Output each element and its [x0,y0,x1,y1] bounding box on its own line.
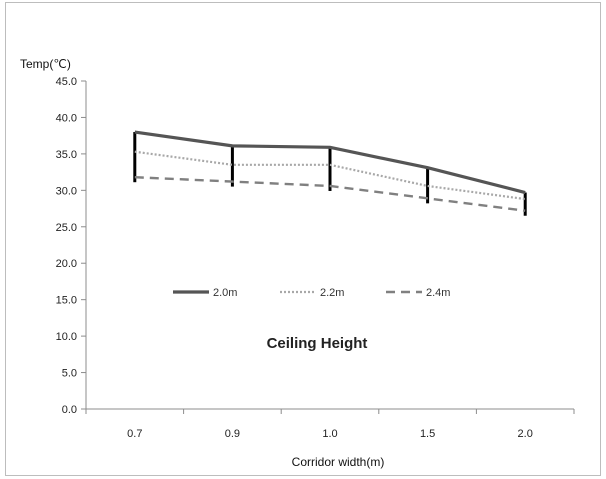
series-line-2-2m [134,150,526,201]
y-tick-label: 10.0 [56,331,77,343]
y-ticks-group: 0.0 5.0 10.0 15.0 20.0 25.0 30.0 35.0 40.0 45.0 [56,76,86,416]
legend-label: 2.4m [426,287,450,299]
y-tick-label: 5.0 [62,368,77,380]
series-lines-group [134,130,526,212]
legend-label: 2.2m [320,287,344,299]
y-tick-label: 15.0 [56,295,77,307]
y-tick-label: 40.0 [56,112,77,124]
legend-label: 2.0m [213,287,237,299]
y-tick-label: 35.0 [56,149,77,161]
x-tick-label: 2.0 [518,428,533,440]
ceiling-height-annotation: Ceiling Height [267,335,368,352]
series-line-2-0m [134,130,526,195]
y-tick-label: 30.0 [56,185,77,197]
y-tick-label: 45.0 [56,76,77,88]
legend: 2.0m 2.2m 2.4m [173,287,450,299]
x-axis-title: Corridor width(m) [292,455,385,469]
chart-frame [5,2,601,476]
y-tick-label: 25.0 [56,222,77,234]
y-tick-label: 20.0 [56,258,77,270]
x-tick-label: 1.0 [322,428,337,440]
x-tick-label: 0.7 [127,428,142,440]
y-tick-label: 0.0 [62,404,77,416]
series-line-2-4m [134,176,526,212]
axes-group [85,81,574,410]
x-tick-label: 1.5 [420,428,435,440]
x-ticks-group: 0.7 0.9 1.0 1.5 2.0 [85,409,575,440]
x-tick-label: 0.9 [225,428,240,440]
y-axis-title: Temp(℃) [20,57,71,71]
